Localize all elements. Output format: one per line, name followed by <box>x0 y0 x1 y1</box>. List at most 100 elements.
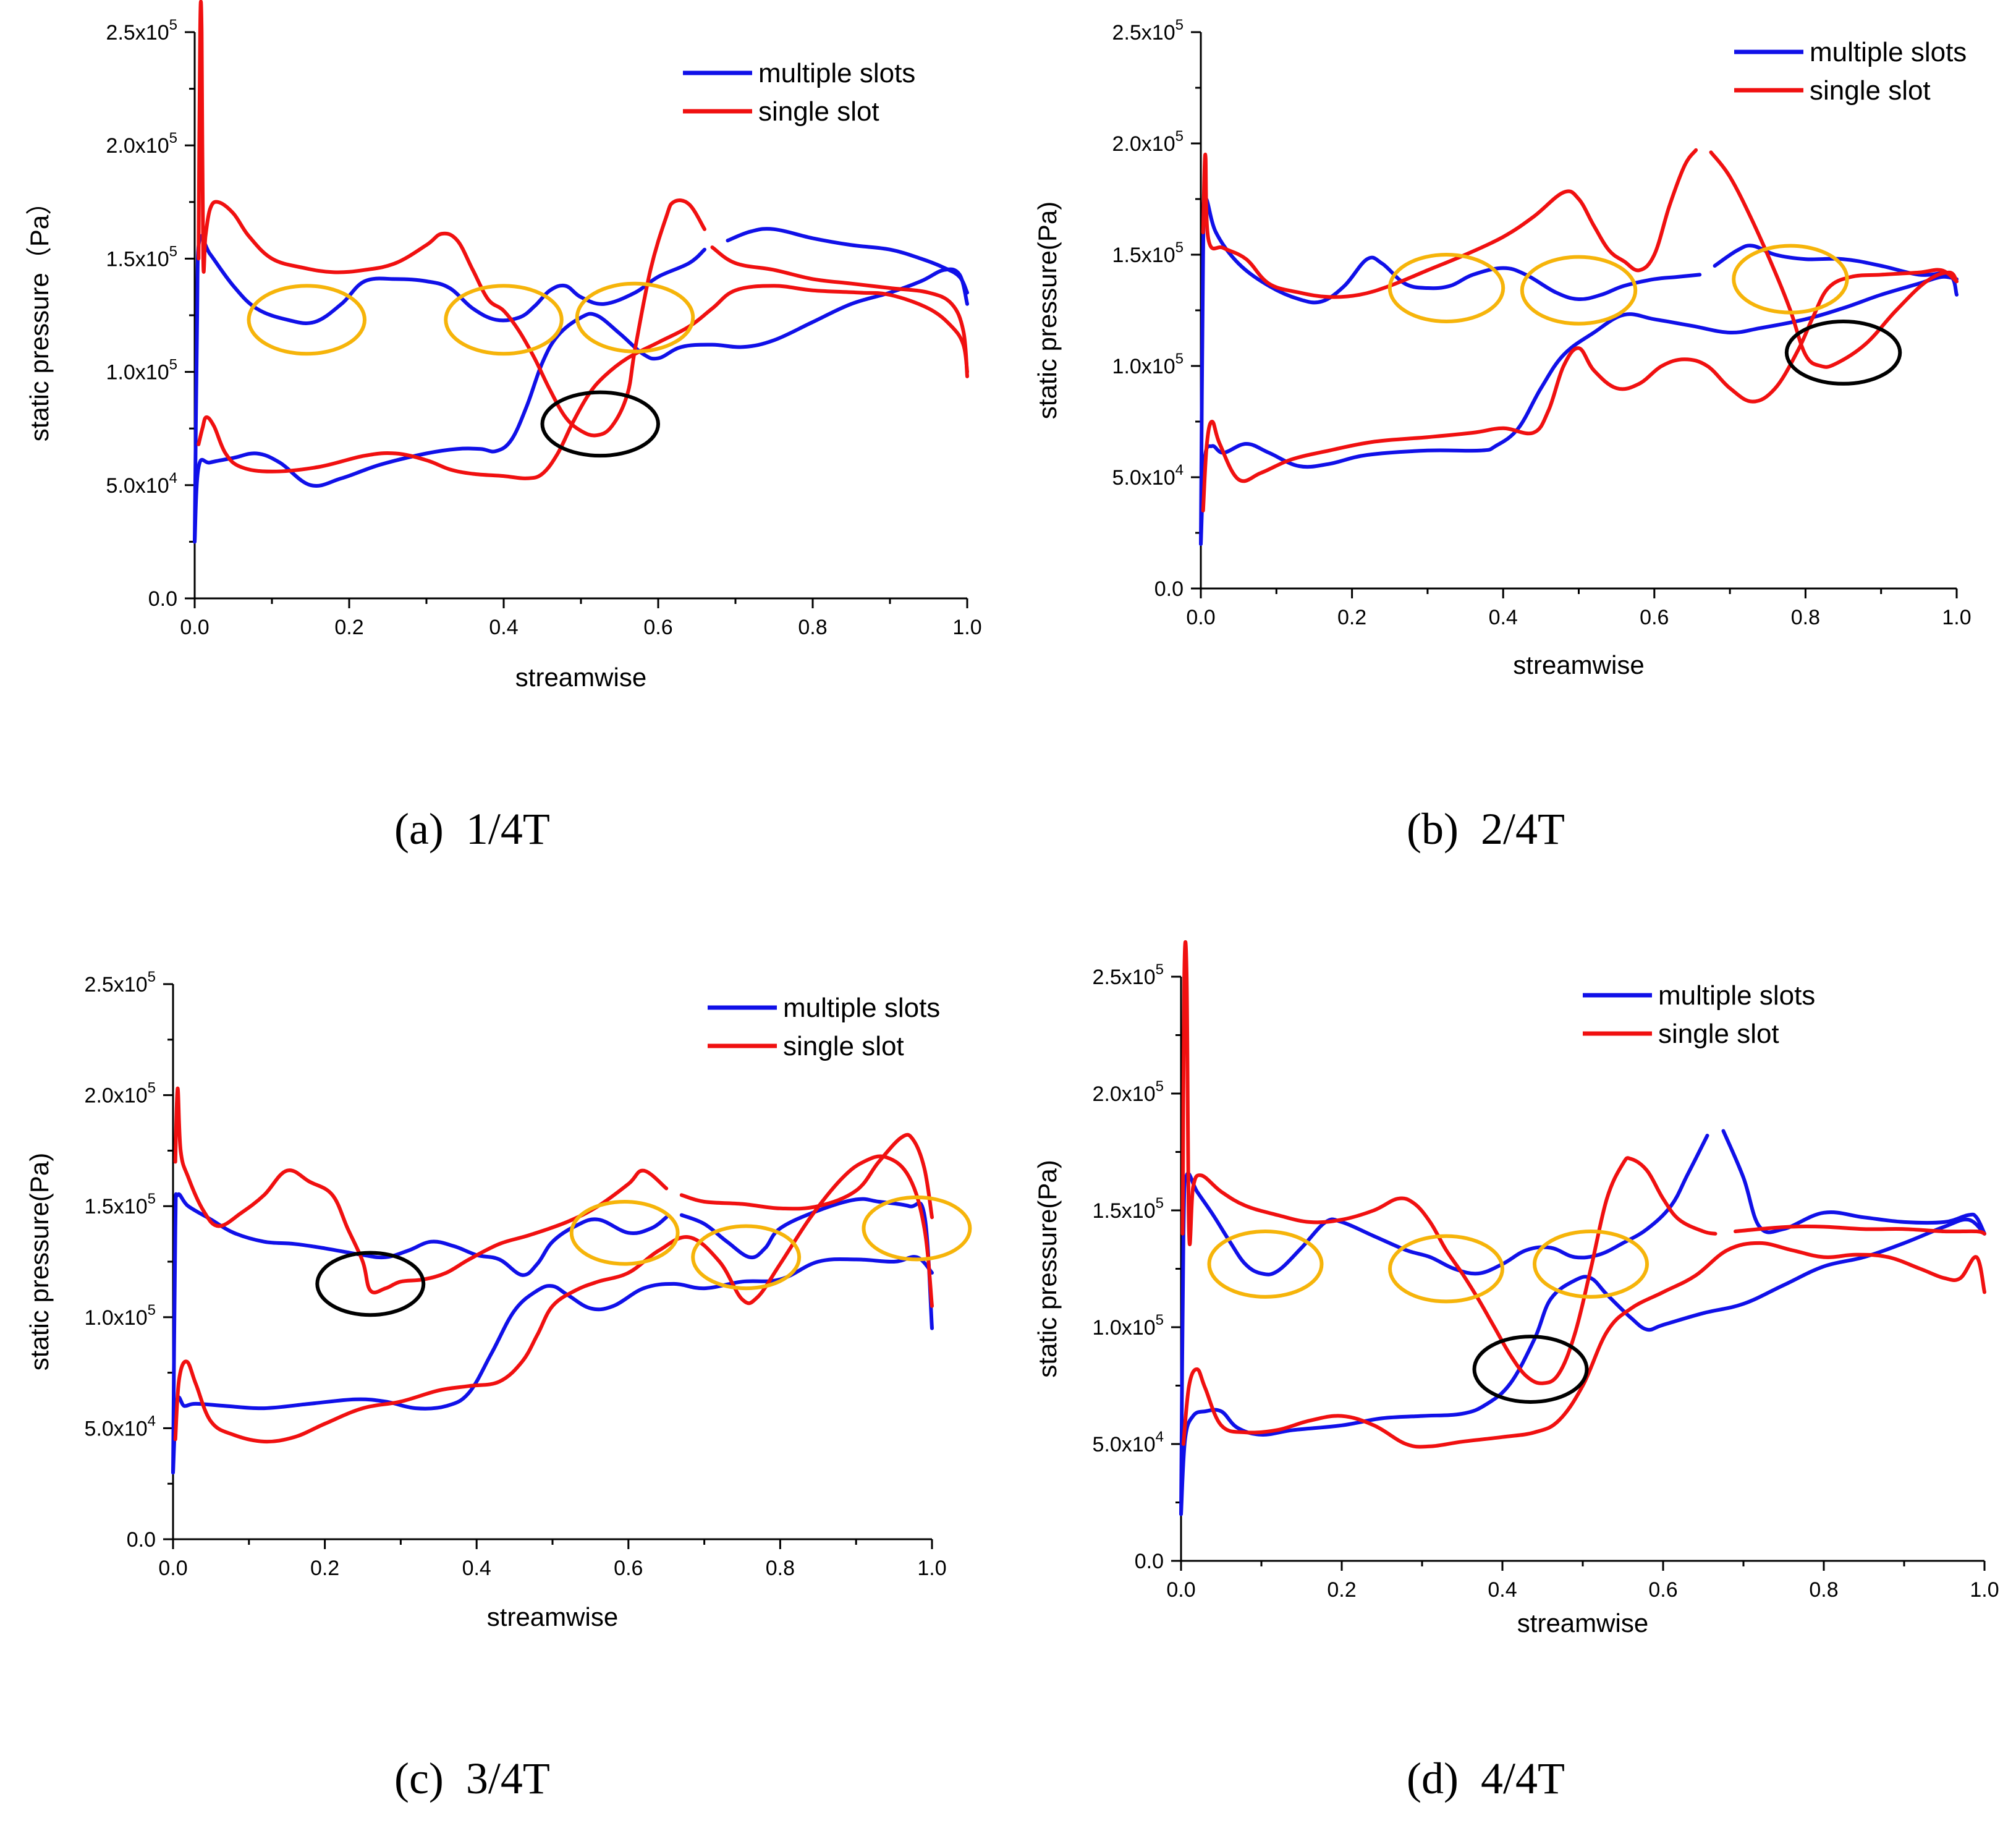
y-tick-mantissa: 1.5x10 <box>85 1195 148 1218</box>
series-line-multiple-slots <box>193 267 969 544</box>
y-tick-mantissa: 5.0x10 <box>1093 1433 1156 1456</box>
x-tick-label: 0.4 <box>489 616 518 639</box>
y-tick-exponent: 4 <box>1156 1429 1164 1445</box>
x-tick-label: 0.6 <box>1640 606 1669 629</box>
y-tick-label: 2.5x105 <box>1093 961 1164 989</box>
series-line-multiple-slots <box>171 1192 669 1475</box>
y-tick-mantissa: 0.0 <box>1135 1550 1164 1573</box>
series-line-multiple-slots <box>1179 1134 1709 1516</box>
minimum-ellipse <box>540 390 660 458</box>
y-tick-mantissa: 2.0x10 <box>1093 1082 1156 1106</box>
y-tick-label: 2.0x105 <box>1093 1078 1164 1106</box>
caption-a: (a) 1/4T <box>394 804 550 854</box>
x-tick-label: 0.4 <box>462 1557 491 1580</box>
minimum-ellipse <box>1472 1335 1589 1404</box>
y-tick-mantissa: 2.5x10 <box>106 21 169 45</box>
y-tick-label: 5.0x104 <box>1112 462 1184 490</box>
x-tick-label: 0.2 <box>334 616 363 639</box>
highlight-ellipse <box>1388 1234 1504 1304</box>
y-tick-exponent: 5 <box>169 130 177 147</box>
y-axis-title: static pressure(Pa) <box>25 1153 54 1370</box>
y-tick-exponent: 5 <box>169 243 177 260</box>
y-tick-label: 2.0x105 <box>85 1080 156 1108</box>
x-tick-label: 0.8 <box>1809 1578 1838 1602</box>
caption-b: (b) 2/4T <box>1407 804 1565 854</box>
y-tick-exponent: 5 <box>169 17 177 33</box>
highlight-ellipse <box>1732 244 1849 315</box>
series-line-single-slot <box>173 1086 669 1294</box>
legend-label: multiple slots <box>758 58 915 88</box>
y-tick-label: 1.5x105 <box>85 1191 156 1218</box>
highlight-ellipse <box>444 284 564 356</box>
y-tick-exponent: 5 <box>169 357 177 373</box>
y-tick-mantissa: 0.0 <box>148 587 177 611</box>
series-line-multiple-slots <box>1721 1129 1986 1236</box>
series-line-single-slot <box>1709 150 1959 369</box>
y-axis-title: static pressure（Pa） <box>25 189 54 441</box>
chart-panel-a: 0.0 0.2 0.4 0.6 0.8 1.00.05.0x1041.0x1051.5x1… <box>25 0 982 692</box>
y-tick-exponent: 4 <box>1175 462 1184 478</box>
y-tick-mantissa: 5.0x10 <box>106 474 169 498</box>
x-tick-label: 1.0 <box>1970 1578 1999 1602</box>
y-tick-label: 1.5x105 <box>1112 239 1184 267</box>
chart-panel-b: 0.0 0.2 0.4 0.6 0.8 1.00.05.0x1041.0x1051.5x1… <box>1033 17 1972 679</box>
y-tick-mantissa: 2.5x10 <box>85 973 148 996</box>
series-line-multiple-slots <box>1179 1217 1986 1516</box>
y-tick-mantissa: 1.5x10 <box>106 247 169 271</box>
series-line-single-slot <box>679 1132 934 1220</box>
y-tick-label: 2.5x105 <box>106 17 177 45</box>
series-line-single-slot <box>710 245 969 378</box>
caption-c: (c) 3/4T <box>394 1754 550 1803</box>
y-tick-exponent: 5 <box>1156 1195 1164 1212</box>
x-tick-label: 1.0 <box>952 616 981 639</box>
y-tick-mantissa: 2.0x10 <box>106 134 169 158</box>
legend-label: single slot <box>783 1031 904 1061</box>
y-tick-mantissa: 1.5x10 <box>1112 244 1175 267</box>
y-tick-mantissa: 0.0 <box>127 1528 156 1552</box>
y-tick-exponent: 5 <box>1175 128 1184 145</box>
y-tick-label: 1.5x105 <box>1093 1195 1164 1223</box>
y-tick-label: 2.0x105 <box>106 130 177 158</box>
x-tick-label: 0.6 <box>1648 1578 1677 1602</box>
y-tick-label: 5.0x104 <box>85 1413 156 1440</box>
highlight-ellipse <box>1520 255 1638 326</box>
legend-label: multiple slots <box>1810 37 1967 67</box>
series-line-multiple-slots <box>1199 197 1702 546</box>
y-tick-exponent: 5 <box>148 1302 156 1319</box>
y-tick-exponent: 4 <box>169 470 177 486</box>
x-tick-label: 0.6 <box>614 1557 643 1580</box>
x-tick-label: 0.2 <box>310 1557 339 1580</box>
y-tick-label: 1.0x105 <box>106 357 177 384</box>
highlight-ellipse <box>862 1195 972 1262</box>
y-tick-label: 0.0 <box>1154 577 1184 601</box>
x-tick-label: 0.6 <box>643 616 672 639</box>
series-line-single-slot <box>1201 268 1959 512</box>
y-tick-label: 2.0x105 <box>1112 128 1184 156</box>
legend-label: single slot <box>1658 1019 1779 1049</box>
y-tick-label: 5.0x104 <box>1093 1429 1164 1456</box>
highlight-ellipse <box>1533 1230 1649 1299</box>
x-tick-label: 0.8 <box>1791 606 1820 629</box>
x-tick-label: 0.8 <box>766 1557 795 1580</box>
y-tick-exponent: 5 <box>1156 961 1164 978</box>
y-tick-exponent: 5 <box>1156 1078 1164 1095</box>
caption-d: (d) 4/4T <box>1407 1754 1565 1803</box>
y-tick-mantissa: 5.0x10 <box>1112 466 1175 490</box>
highlight-ellipse <box>691 1224 802 1291</box>
y-tick-mantissa: 2.5x10 <box>1112 21 1175 45</box>
x-tick-label: 0.0 <box>1186 606 1215 629</box>
series-line-single-slot <box>1180 940 1717 1385</box>
y-tick-exponent: 5 <box>148 969 156 985</box>
x-tick-label: 0.4 <box>1488 1578 1517 1602</box>
series-line-single-slot <box>173 1154 934 1444</box>
y-tick-exponent: 5 <box>1156 1312 1164 1328</box>
y-tick-exponent: 4 <box>148 1413 156 1429</box>
y-tick-label: 0.0 <box>1135 1550 1164 1573</box>
series-line-multiple-slots <box>726 227 969 295</box>
x-tick-label: 0.2 <box>1337 606 1366 629</box>
highlight-ellipse <box>1207 1230 1324 1299</box>
legend-label: multiple slots <box>783 993 940 1023</box>
y-axis-title: static pressure(Pa) <box>1033 202 1062 419</box>
y-tick-label: 0.0 <box>148 587 177 611</box>
